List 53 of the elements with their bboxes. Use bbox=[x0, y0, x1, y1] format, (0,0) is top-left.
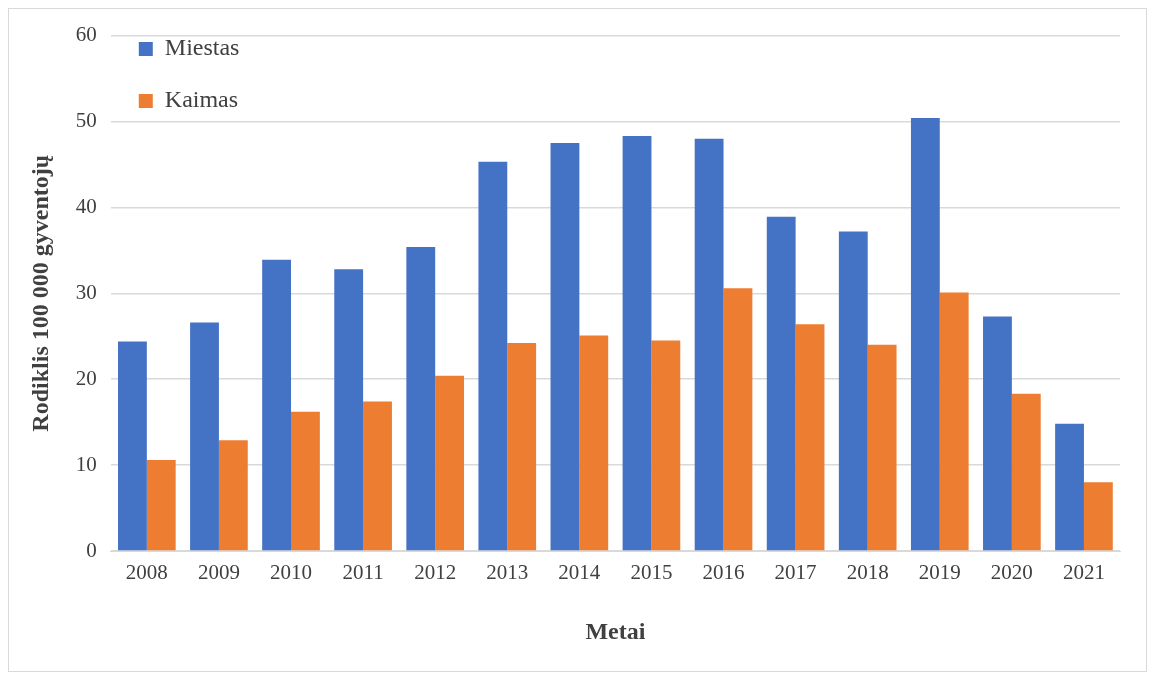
y-tick-label: 10 bbox=[75, 451, 97, 476]
bar bbox=[983, 316, 1012, 551]
x-axis-title: Metai bbox=[585, 617, 646, 644]
x-tick-label: 2009 bbox=[197, 560, 240, 585]
bar bbox=[579, 335, 609, 551]
bar bbox=[622, 136, 652, 551]
bar bbox=[291, 411, 320, 551]
x-tick-label: 2014 bbox=[558, 560, 601, 585]
bar bbox=[118, 341, 147, 551]
bar bbox=[550, 142, 580, 551]
x-tick-label: 2016 bbox=[702, 560, 745, 585]
bar bbox=[507, 343, 537, 551]
bar bbox=[218, 440, 248, 551]
bar bbox=[146, 459, 176, 551]
bar bbox=[1055, 423, 1084, 551]
bar bbox=[651, 340, 681, 551]
bar bbox=[867, 344, 897, 551]
y-tick-label: 30 bbox=[75, 279, 97, 304]
bar bbox=[190, 322, 219, 551]
bar bbox=[1083, 482, 1113, 551]
bar bbox=[766, 216, 796, 551]
bar bbox=[334, 269, 364, 551]
x-tick-label: 2010 bbox=[270, 560, 313, 585]
bar bbox=[838, 231, 868, 551]
x-tick-label: 2017 bbox=[774, 560, 817, 585]
bar bbox=[694, 138, 724, 551]
bar bbox=[723, 288, 753, 551]
bar bbox=[435, 375, 465, 551]
x-tick-label: 2020 bbox=[990, 560, 1033, 585]
bar bbox=[406, 246, 436, 551]
bar bbox=[939, 292, 969, 551]
x-tick-label: 2013 bbox=[486, 560, 529, 585]
legend-label: Miestas bbox=[164, 34, 240, 61]
x-tick-label: 2015 bbox=[630, 560, 673, 585]
bar bbox=[1011, 393, 1041, 551]
y-tick-label: 60 bbox=[75, 22, 97, 47]
x-tick-label: 2008 bbox=[125, 560, 168, 585]
y-axis-title: Rodiklis 100 000 gyventojų bbox=[26, 154, 53, 432]
x-tick-label: 2021 bbox=[1062, 560, 1105, 585]
bar bbox=[363, 401, 392, 551]
y-tick-label: 40 bbox=[75, 193, 97, 218]
x-tick-label: 2018 bbox=[846, 560, 889, 585]
y-tick-label: 50 bbox=[75, 108, 97, 133]
bar bbox=[795, 324, 825, 551]
x-tick-label: 2012 bbox=[414, 560, 457, 585]
y-tick-label: 20 bbox=[75, 365, 97, 390]
x-tick-label: 2019 bbox=[918, 560, 961, 585]
legend-label: Kaimas bbox=[164, 86, 239, 113]
y-tick-label: 0 bbox=[86, 537, 97, 562]
bar bbox=[910, 118, 940, 551]
x-tick-label: 2011 bbox=[342, 560, 384, 585]
bar bbox=[478, 161, 508, 551]
bar bbox=[262, 259, 292, 551]
